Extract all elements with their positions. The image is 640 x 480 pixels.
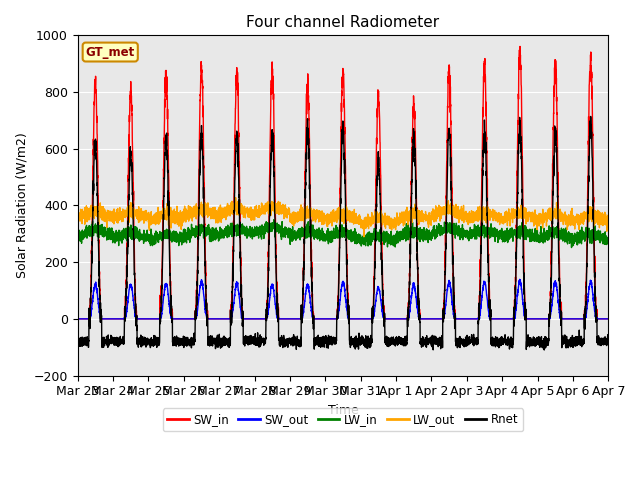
LW_out bbox=[462, 208, 470, 214]
Rnet bbox=[462, 334, 470, 340]
SW_out bbox=[169, 316, 177, 322]
Rnet bbox=[74, 338, 81, 344]
SW_out bbox=[492, 316, 500, 322]
Rnet bbox=[323, 339, 331, 345]
Rnet bbox=[587, 114, 595, 120]
LW_in bbox=[74, 234, 81, 240]
Line: SW_in: SW_in bbox=[77, 47, 608, 319]
Legend: SW_in, SW_out, LW_in, LW_out, Rnet: SW_in, SW_out, LW_in, LW_out, Rnet bbox=[163, 408, 524, 431]
SW_in bbox=[74, 316, 81, 322]
LW_out bbox=[604, 214, 612, 220]
LW_in bbox=[169, 228, 177, 234]
Title: Four channel Radiometer: Four channel Radiometer bbox=[246, 15, 440, 30]
Line: SW_out: SW_out bbox=[77, 279, 608, 319]
Rnet bbox=[540, 347, 548, 353]
LW_in bbox=[323, 228, 331, 234]
SW_in bbox=[492, 316, 500, 322]
SW_in bbox=[516, 44, 524, 49]
SW_out bbox=[604, 316, 611, 322]
LW_out bbox=[323, 215, 331, 221]
LW_out bbox=[492, 215, 500, 220]
LW_out bbox=[232, 195, 239, 201]
Line: Rnet: Rnet bbox=[77, 117, 608, 350]
Y-axis label: Solar Radiation (W/m2): Solar Radiation (W/m2) bbox=[15, 132, 28, 278]
Text: GT_met: GT_met bbox=[86, 46, 135, 59]
LW_in bbox=[604, 234, 612, 240]
SW_in bbox=[433, 316, 440, 322]
LW_in bbox=[568, 245, 575, 251]
X-axis label: Time: Time bbox=[328, 404, 358, 417]
Rnet bbox=[492, 341, 500, 347]
LW_out bbox=[433, 214, 440, 220]
LW_out bbox=[169, 208, 177, 214]
LW_in bbox=[462, 230, 470, 236]
LW_in bbox=[492, 227, 500, 233]
LW_in bbox=[433, 227, 440, 233]
LW_out bbox=[360, 234, 368, 240]
Rnet bbox=[604, 338, 612, 344]
SW_in bbox=[323, 316, 331, 322]
Rnet bbox=[433, 341, 440, 347]
SW_in bbox=[604, 316, 611, 322]
SW_out bbox=[462, 316, 470, 322]
SW_out bbox=[604, 316, 612, 322]
SW_out bbox=[433, 316, 440, 322]
LW_out bbox=[604, 217, 612, 223]
LW_out bbox=[74, 208, 81, 214]
Rnet bbox=[169, 343, 177, 348]
SW_in bbox=[169, 316, 177, 322]
Rnet bbox=[604, 341, 612, 347]
SW_in bbox=[462, 316, 470, 322]
LW_in bbox=[604, 235, 612, 241]
LW_in bbox=[270, 217, 278, 223]
SW_out bbox=[516, 276, 524, 282]
Line: LW_out: LW_out bbox=[77, 198, 608, 237]
Line: LW_in: LW_in bbox=[77, 220, 608, 248]
SW_out bbox=[74, 316, 81, 322]
SW_out bbox=[323, 316, 331, 322]
SW_in bbox=[604, 316, 612, 322]
